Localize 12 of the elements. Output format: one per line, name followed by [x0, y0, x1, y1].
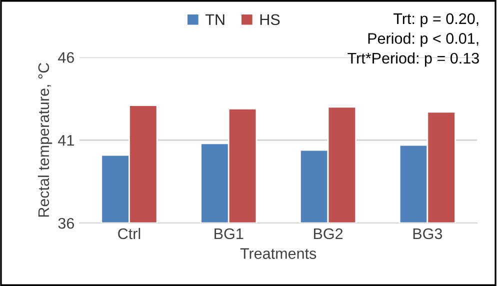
- annotation: Trt: p = 0.20, Period: p < 0.01, Trt*Period: p = 0.13: [348, 13, 479, 67]
- y-tick-label: 46: [58, 52, 74, 63]
- y-tick-label: 41: [58, 135, 74, 146]
- legend-label: HS: [260, 14, 280, 26]
- y-axis-title: Rectal temperature, °C: [38, 62, 52, 217]
- legend-label: TN: [206, 14, 224, 25]
- x-tick-label: BG1: [214, 228, 244, 240]
- x-tick-label: Ctrl: [118, 228, 140, 240]
- y-tick-label: 36: [58, 218, 74, 229]
- x-tick-label: BG2: [314, 228, 343, 240]
- x-axis-title: Treatments: [240, 248, 316, 259]
- x-tick-label: BG3: [413, 228, 442, 240]
